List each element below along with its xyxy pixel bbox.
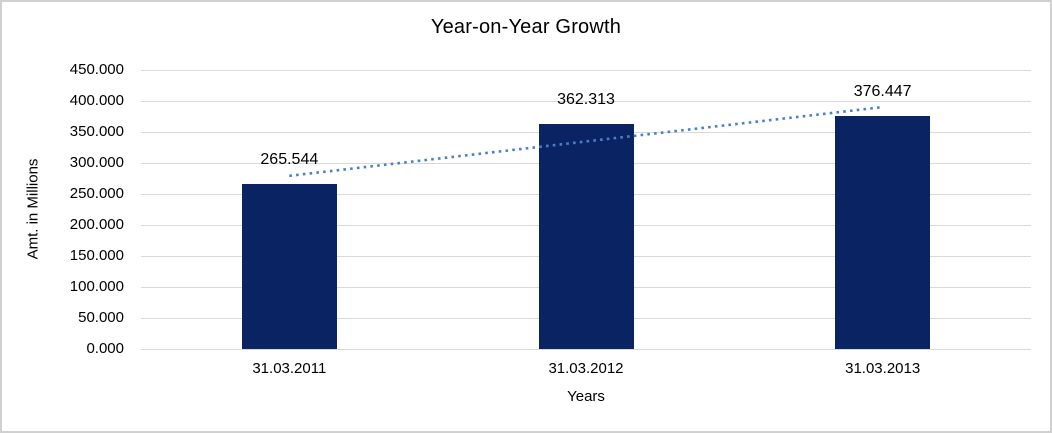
y-tick-label: 200.000 bbox=[69, 216, 124, 233]
x-tick-label: 31.03.2011 bbox=[252, 360, 327, 377]
y-tick-label: 0.000 bbox=[86, 340, 124, 357]
plot-area: 265.544 362.313 376.447 bbox=[141, 69, 1031, 350]
y-tick-label: 150.000 bbox=[69, 247, 124, 264]
bar-31.03.2012 bbox=[538, 124, 634, 349]
y-tick-label: 350.000 bbox=[69, 123, 124, 140]
y-tick-label: 400.000 bbox=[69, 92, 124, 109]
y-tick-label: 100.000 bbox=[69, 278, 124, 295]
gridline bbox=[141, 100, 1031, 102]
x-axis-title: Years bbox=[567, 388, 605, 405]
bar-31.03.2011 bbox=[241, 184, 337, 349]
x-tick-label: 31.03.2012 bbox=[548, 360, 624, 377]
y-tick-label: 250.000 bbox=[69, 185, 124, 202]
y-tick-label: 50.000 bbox=[78, 309, 124, 326]
chart-title: Year-on-Year Growth bbox=[430, 16, 622, 38]
gridline bbox=[141, 69, 1031, 71]
bar-data-label: 376.447 bbox=[853, 82, 912, 100]
y-tick-label: 300.000 bbox=[69, 154, 124, 171]
trendline bbox=[289, 105, 883, 178]
gridline bbox=[141, 348, 1031, 350]
trendline-path bbox=[289, 105, 883, 178]
x-tick-label: 31.03.2013 bbox=[845, 360, 921, 377]
y-axis-title: Amt. in Millions bbox=[24, 158, 42, 260]
bar-data-label: 265.544 bbox=[260, 151, 319, 169]
y-tick-label: 450.000 bbox=[69, 61, 124, 78]
bar-data-label: 362.313 bbox=[557, 91, 615, 109]
bar-31.03.2013 bbox=[835, 115, 931, 349]
